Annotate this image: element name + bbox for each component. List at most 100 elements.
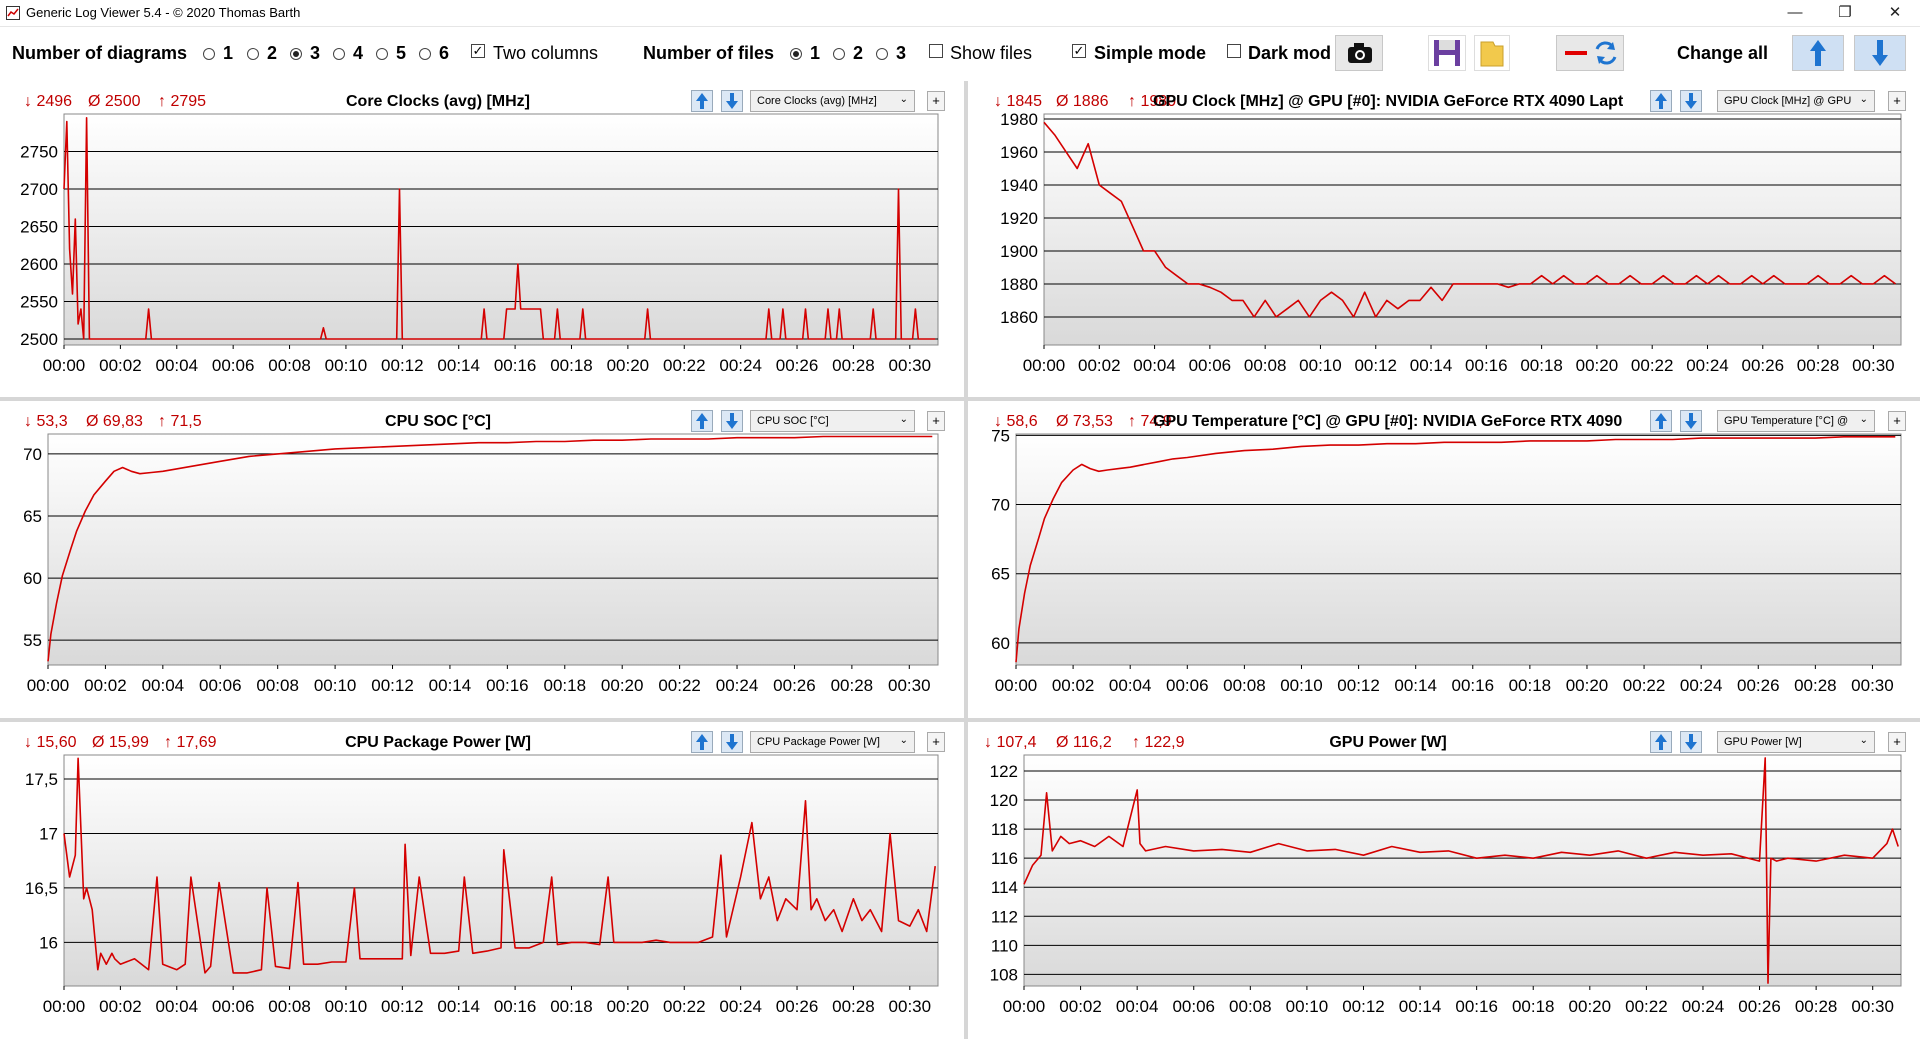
- y-tick-label: 60: [23, 569, 42, 588]
- x-tick-label: 00:02: [1052, 676, 1095, 695]
- x-tick-label: 00:04: [156, 997, 199, 1016]
- sensor-select[interactable]: GPU Temperature [°C] @ ⌄: [1717, 410, 1875, 432]
- stat-avg: Ø 2500: [88, 93, 141, 110]
- close-button[interactable]: ✕: [1888, 4, 1902, 21]
- diagram-radio-4[interactable]: [333, 48, 345, 60]
- show-files-label: Show files: [950, 43, 1033, 63]
- x-tick-label: 00:14: [1410, 356, 1453, 375]
- x-tick-label: 00:02: [1078, 356, 1121, 375]
- y-tick-label: 2550: [20, 293, 58, 312]
- x-tick-label: 00:06: [1166, 676, 1209, 695]
- show-files-checkbox[interactable]: [929, 44, 943, 58]
- screenshot-button[interactable]: [1335, 35, 1383, 71]
- x-tick-label: 00:06: [212, 356, 255, 375]
- x-tick-label: 00:06: [199, 676, 242, 695]
- diagram-radio-2[interactable]: [247, 48, 259, 60]
- add-button[interactable]: +: [1888, 732, 1906, 752]
- add-button[interactable]: +: [927, 91, 945, 111]
- dark-mode-label: Dark mod: [1248, 43, 1332, 63]
- file-radio-3[interactable]: [876, 48, 888, 60]
- sensor-select-value: GPU Temperature [°C] @: [1724, 415, 1849, 427]
- x-tick-label: 00:24: [719, 356, 762, 375]
- x-tick-label: 00:04: [142, 676, 185, 695]
- move-up-button[interactable]: [691, 731, 713, 753]
- change-all-down-button[interactable]: [1854, 35, 1906, 71]
- move-down-button[interactable]: [1680, 410, 1702, 432]
- line-chart: 55 60 65 70 00:00 00:02 00:04 00:06 00:08 00:10 00…: [23, 433, 939, 695]
- minimize-button[interactable]: —: [1787, 4, 1803, 21]
- move-down-button[interactable]: [1680, 731, 1702, 753]
- save-button[interactable]: [1428, 35, 1466, 71]
- diagram-radio-3-label: 3: [310, 43, 321, 63]
- sensor-select[interactable]: GPU Clock [MHz] @ GPU ⌄: [1717, 90, 1875, 112]
- stat-avg: Ø 73,53: [1056, 413, 1113, 430]
- diagram-radio-3[interactable]: [290, 48, 302, 60]
- simple-mode-checkbox[interactable]: ✓: [1072, 43, 1086, 58]
- chevron-down-icon: ⌄: [1859, 414, 1868, 425]
- sensor-select[interactable]: CPU SOC [°C] ⌄: [750, 410, 915, 432]
- change-all-label: Change all: [1677, 43, 1769, 63]
- window-title: Generic Log Viewer 5.4 - © 2020 Thomas B…: [26, 5, 301, 20]
- file-radio-2-label: 2: [853, 43, 864, 63]
- diagram-title: Core Clocks (avg) [MHz]: [345, 93, 531, 110]
- two-columns-checkbox[interactable]: ✓: [471, 43, 485, 58]
- x-tick-label: 00:14: [1399, 997, 1442, 1016]
- arrow-up-icon: [1655, 413, 1667, 429]
- x-tick-label: 00:00: [1023, 356, 1066, 375]
- add-button[interactable]: +: [927, 411, 945, 431]
- diagram-panel: ↓ 107,4 Ø 116,2 ↑ 122,9 GPU Power [W] GPU Po…: [968, 725, 1916, 1035]
- y-tick-label: 60: [991, 634, 1010, 653]
- diagram-radio-5[interactable]: [376, 48, 388, 60]
- x-tick-label: 00:22: [1623, 676, 1666, 695]
- diagram-title: GPU Clock [MHz] @ GPU [#0]: NVIDIA GeFor…: [1153, 93, 1623, 110]
- file-radio-3-label: 3: [896, 43, 907, 63]
- data-series-line: [1023, 757, 1899, 984]
- restore-button[interactable]: ❐: [1838, 4, 1852, 21]
- add-button[interactable]: +: [1888, 411, 1906, 431]
- arrow-down-icon: [1872, 40, 1888, 66]
- x-tick-label: 00:16: [1455, 997, 1498, 1016]
- add-button[interactable]: +: [1888, 91, 1906, 111]
- x-tick-label: 00:12: [381, 356, 424, 375]
- diagram-radio-1[interactable]: [203, 48, 215, 60]
- open-folder-button[interactable]: [1474, 35, 1510, 71]
- move-up-button[interactable]: [1650, 90, 1672, 112]
- move-up-button[interactable]: [691, 90, 713, 112]
- x-tick-label: 00:30: [889, 356, 932, 375]
- move-down-button[interactable]: [1680, 90, 1702, 112]
- dark-mode-checkbox[interactable]: [1227, 44, 1241, 58]
- diagram-radio-6[interactable]: [419, 48, 431, 60]
- x-tick-label: 00:00: [995, 676, 1038, 695]
- move-down-button[interactable]: [721, 410, 743, 432]
- x-tick-label: 00:30: [1851, 676, 1894, 695]
- x-tick-label: 00:24: [719, 997, 762, 1016]
- x-tick-label: 00:02: [99, 356, 142, 375]
- row-divider-1: [0, 397, 1920, 401]
- x-tick-label: 00:20: [1576, 356, 1619, 375]
- y-tick-label: 118: [991, 820, 1018, 839]
- sensor-select[interactable]: CPU Package Power [W] ⌄: [750, 731, 915, 753]
- move-up-button[interactable]: [691, 410, 713, 432]
- x-tick-label: 00:08: [1244, 356, 1287, 375]
- sensor-select[interactable]: GPU Power [W] ⌄: [1717, 731, 1875, 753]
- move-up-button[interactable]: [1650, 410, 1672, 432]
- move-down-button[interactable]: [721, 731, 743, 753]
- sensor-select[interactable]: Core Clocks (avg) [MHz] ⌄: [750, 90, 915, 112]
- column-divider: [964, 81, 968, 1039]
- x-tick-label: 00:28: [831, 676, 874, 695]
- change-all-up-button[interactable]: [1792, 35, 1844, 71]
- add-button[interactable]: +: [927, 732, 945, 752]
- save-icon: [1434, 40, 1460, 66]
- move-down-button[interactable]: [721, 90, 743, 112]
- file-radio-1[interactable]: [790, 48, 802, 60]
- x-tick-label: 00:30: [1851, 997, 1894, 1016]
- sensor-select-value: CPU SOC [°C]: [757, 415, 829, 427]
- data-series-line: [1043, 121, 1896, 318]
- x-tick-label: 00:06: [1172, 997, 1215, 1016]
- x-tick-label: 00:18: [550, 356, 593, 375]
- file-radio-2[interactable]: [833, 48, 845, 60]
- x-tick-label: 00:20: [607, 997, 650, 1016]
- line-settings-button[interactable]: [1556, 35, 1624, 71]
- diagram-radio-1-label: 1: [223, 43, 234, 63]
- move-up-button[interactable]: [1650, 731, 1672, 753]
